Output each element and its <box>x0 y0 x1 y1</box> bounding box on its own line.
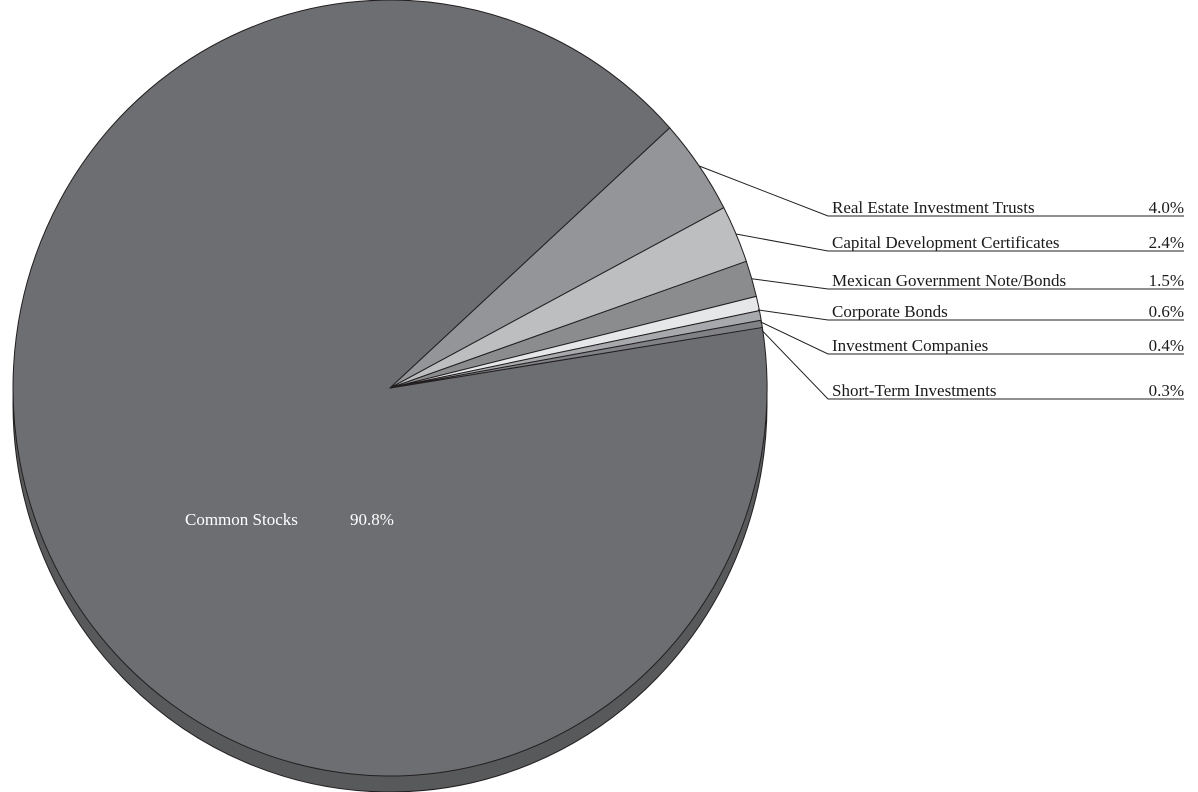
slice-label-mexican-government-note-bonds: Mexican Government Note/Bonds <box>832 271 1066 290</box>
slice-label-capital-development-certificates: Capital Development Certificates <box>832 233 1060 252</box>
leader-lines <box>699 165 1184 400</box>
slice-value-investment-companies: 0.4% <box>1149 336 1184 355</box>
leader-line-mexican-government-note-bonds <box>751 278 1184 290</box>
leader-line-short-term-investments <box>761 329 1184 400</box>
slice-value-common-stocks: 90.8% <box>350 510 394 529</box>
leader-line-corporate-bonds <box>757 309 1184 321</box>
leader-line-real-estate-investment-trusts <box>699 165 1184 217</box>
pie-slice-short-term-investments <box>389 319 763 389</box>
slice-value-capital-development-certificates: 2.4% <box>1149 233 1184 252</box>
leader-line-capital-development-certificates <box>735 233 1184 252</box>
pie-slices <box>12 0 768 777</box>
slice-label-corporate-bonds: Corporate Bonds <box>832 302 948 321</box>
slice-label-common-stocks: Common Stocks <box>185 510 298 529</box>
slice-label-real-estate-investment-trusts: Real Estate Investment Trusts <box>832 198 1035 217</box>
slice-value-short-term-investments: 0.3% <box>1149 381 1184 400</box>
slice-label-short-term-investments: Short-Term Investments <box>832 381 997 400</box>
slice-value-mexican-government-note-bonds: 1.5% <box>1149 271 1184 290</box>
slice-label-investment-companies: Investment Companies <box>832 336 988 355</box>
slice-value-real-estate-investment-trusts: 4.0% <box>1149 198 1184 217</box>
slice-value-corporate-bonds: 0.6% <box>1149 302 1184 321</box>
slice-labels: Common Stocks 90.8% Real Estate Investment… <box>185 198 1184 529</box>
leader-line-investment-companies <box>760 321 1184 355</box>
